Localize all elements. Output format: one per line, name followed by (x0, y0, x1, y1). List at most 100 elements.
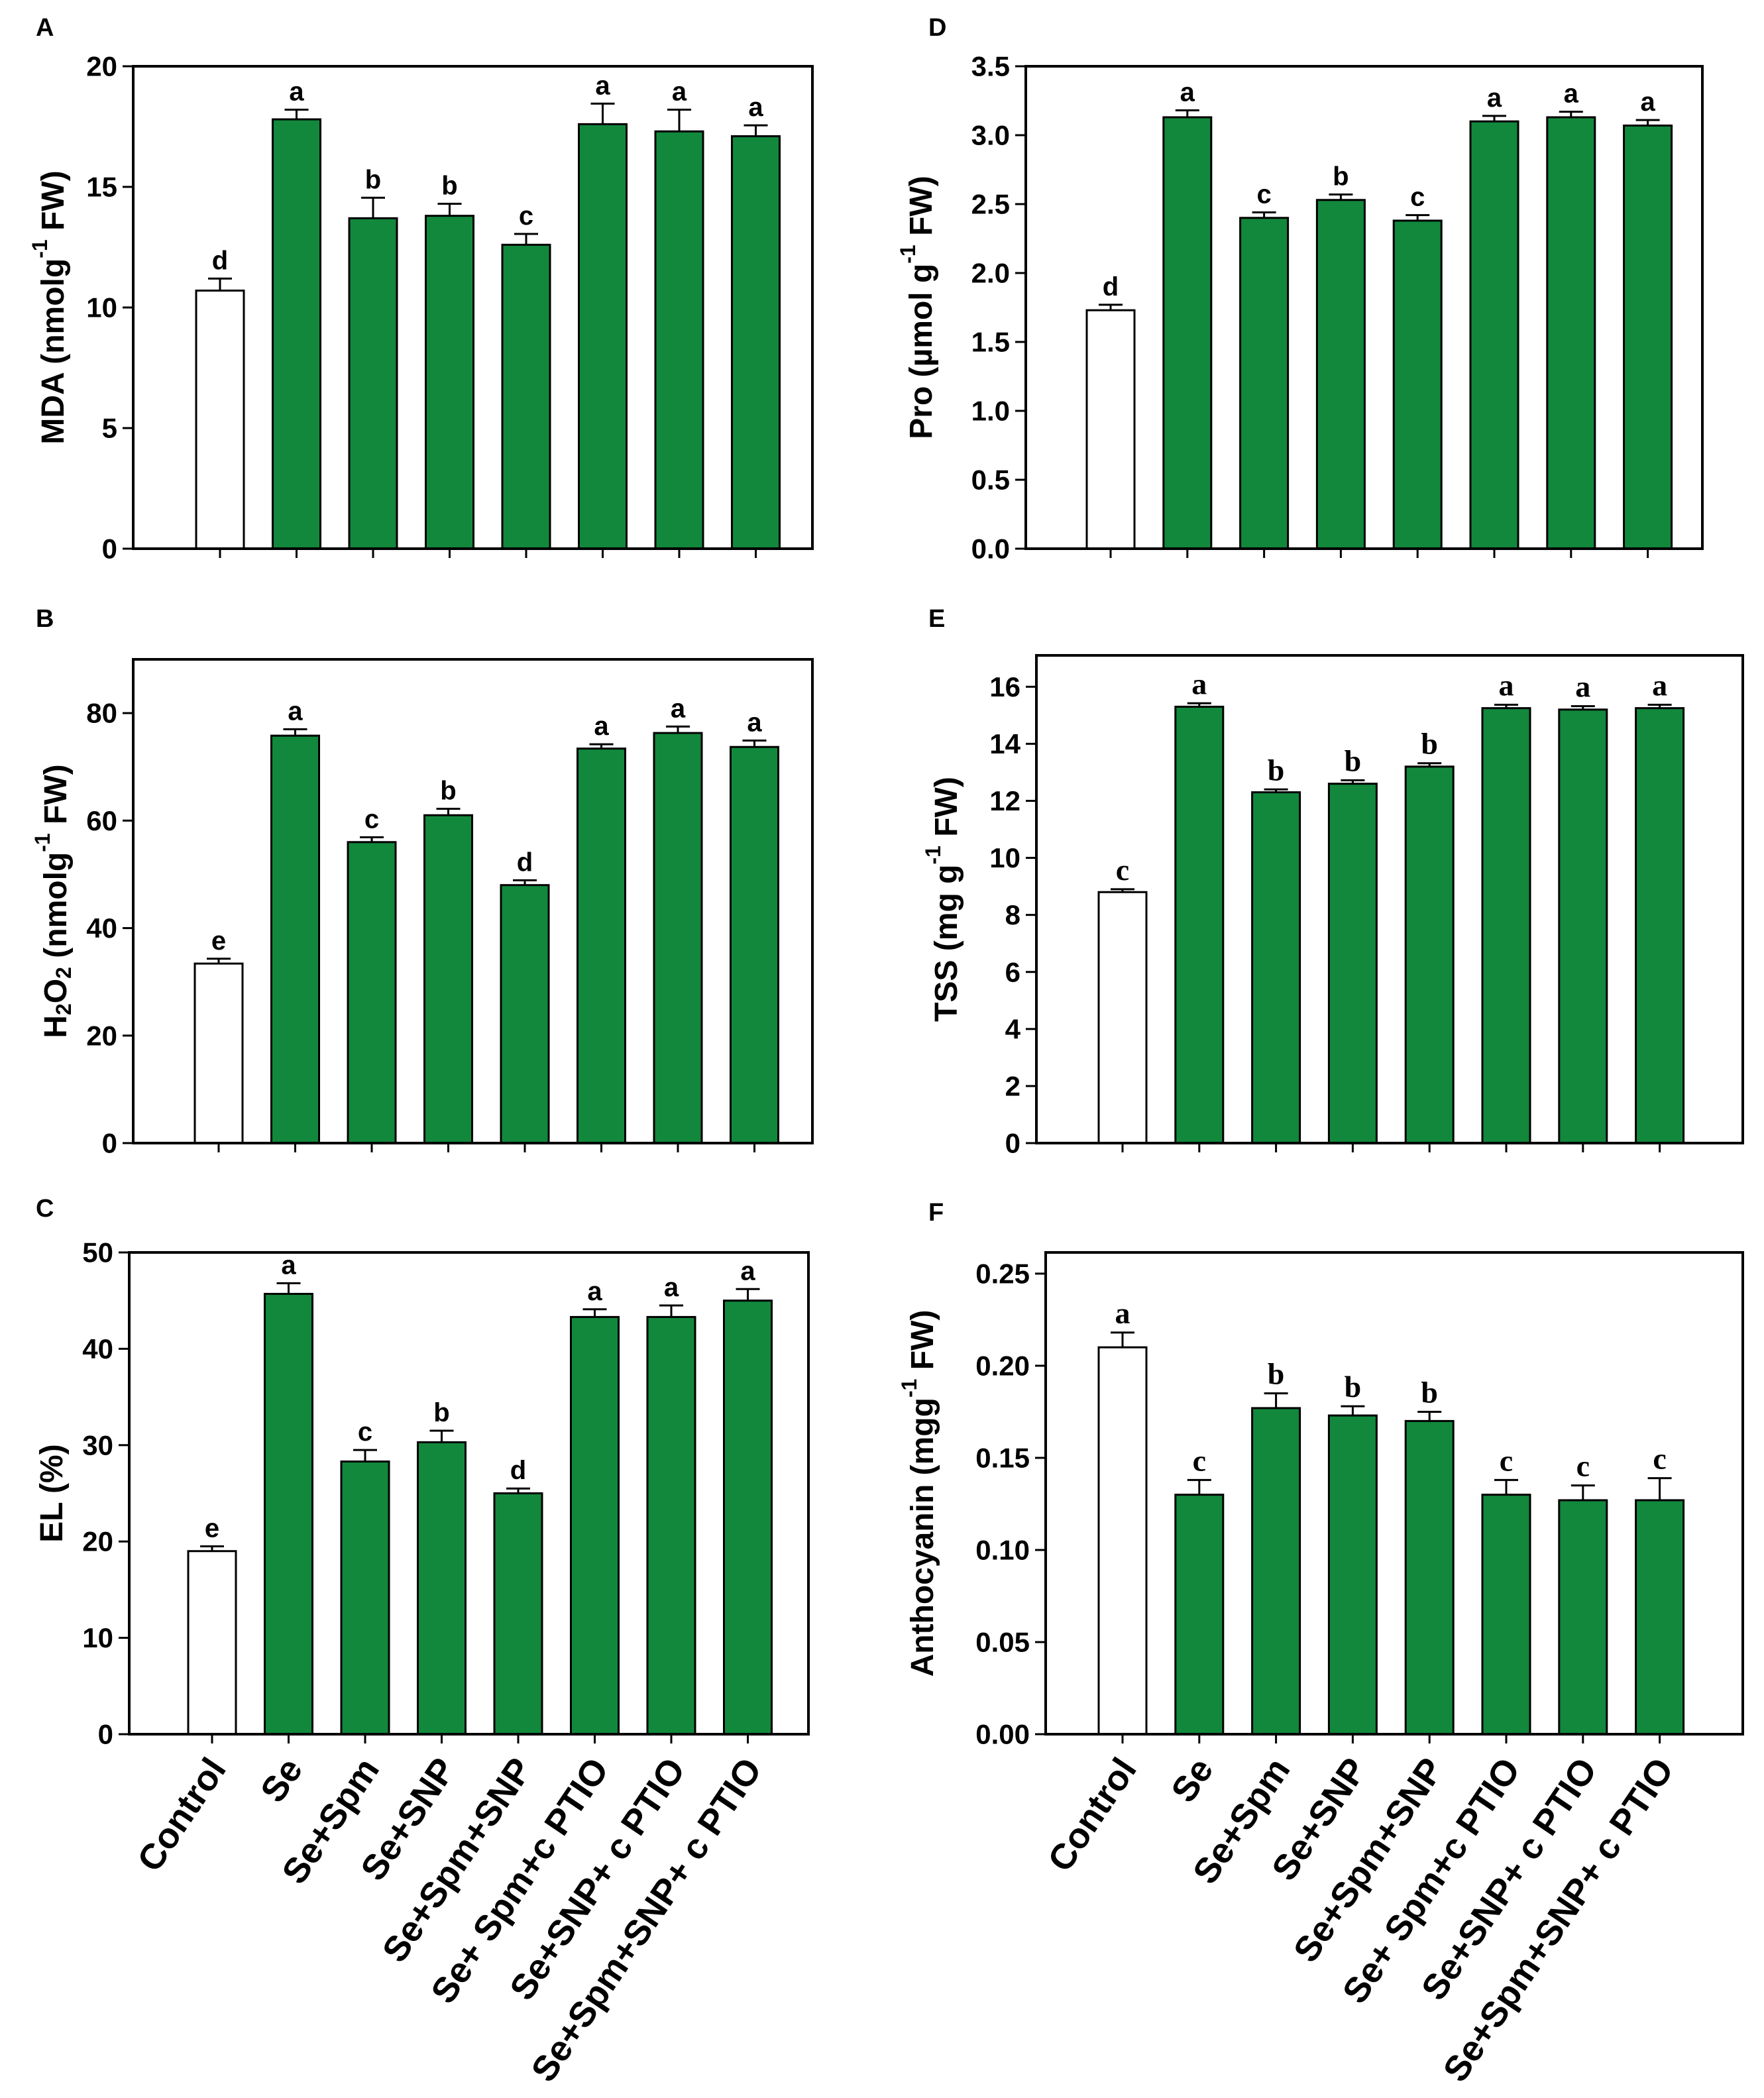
panel-d-y-tick-label-4: 1.5 (971, 327, 1010, 358)
panel-b-y-axis-label-part-5: (nmolg (38, 852, 74, 967)
panel-a-y-axis-label: MDA (nmolg-1 FW) (28, 170, 71, 444)
panel-e-significance-letter-5: b (1421, 727, 1438, 761)
panel-b-y-axis-label-part-6: -1 (30, 833, 54, 852)
panel-d-significance-letter-7: a (1564, 80, 1579, 109)
panel-b-error-bar-5 (513, 879, 537, 885)
panel-a-significance-letter-5: c (519, 201, 533, 231)
panel-b-error-bar-4 (436, 807, 461, 816)
panel-b-y-axis-label-part-1: H (38, 1015, 74, 1038)
panel-c-y-tick-label-6: 50 (82, 1237, 113, 1268)
panel-d-y-axis-label-part-3: FW) (904, 176, 939, 245)
panel-b-error-bar-8 (742, 739, 767, 747)
panel-d-y-tick-label-2: 0.5 (971, 465, 1010, 496)
panel-e-label: E (928, 605, 945, 633)
panel-f-bar-5 (1404, 1419, 1455, 1736)
panel-b-y-tick-label-1: 0 (102, 1128, 117, 1159)
panel-a-significance-letter-8: a (748, 93, 763, 122)
panel-e-error-bar-5 (1417, 762, 1442, 767)
panel-f-significance-letter-3: b (1268, 1357, 1285, 1391)
panel-a-significance-letter-6: a (595, 71, 610, 100)
panel-b-y-axis-label: H2O2 (nmolg-1 FW) (30, 764, 76, 1038)
panel-a-bar-7 (654, 130, 704, 550)
panel-f-y-tick-label-3: 0.10 (975, 1534, 1030, 1565)
panel-c-error-bar-6 (582, 1308, 607, 1317)
panel-e-bar-7 (1558, 708, 1608, 1144)
panel-c-significance-letter-6: a (587, 1277, 602, 1306)
panel-c-error-bar-4 (429, 1429, 454, 1443)
panel-c-error-bar-8 (736, 1288, 760, 1301)
panel-c-bar-8 (723, 1299, 773, 1736)
panel-b-y-tick-label-4: 60 (86, 805, 117, 836)
panel-f-y-tick-label-2: 0.05 (975, 1626, 1030, 1657)
panel-f-y-tick-label-4: 0.15 (975, 1442, 1030, 1473)
panel-f-significance-letter-5: b (1421, 1375, 1438, 1409)
panel-a-error-bar-4 (437, 202, 462, 216)
panel-a-significance-letter-4: b (441, 171, 457, 200)
panel-e-error-bar-2 (1187, 702, 1211, 707)
panel-e-y-tick-label-1: 0 (1005, 1128, 1020, 1159)
panel-d-bar-4 (1315, 199, 1366, 550)
panel-f-significance-letter-1: a (1115, 1296, 1130, 1330)
panel-a-bar-3 (348, 217, 398, 550)
panel-d-y-tick-label-8: 3.5 (971, 51, 1010, 82)
panel-a-error-bar-6 (590, 102, 615, 125)
panel-d-error-bar-7 (1559, 111, 1583, 117)
panel-f-y-axis-label-part-3: FW) (905, 1310, 940, 1379)
panel-c-plot-frame (128, 1251, 810, 1736)
panel-d-error-bar-2 (1175, 109, 1199, 117)
panel-e-bar-2 (1174, 705, 1225, 1144)
panel-c-significance-letter-3: c (358, 1417, 372, 1447)
panel-b-error-bar-7 (666, 725, 690, 734)
panel-d-significance-letter-2: a (1180, 78, 1195, 107)
panel-e-y-tick-label-6: 10 (989, 842, 1020, 873)
panel-d-y-axis-label: Pro (µmol g-1 FW) (896, 176, 939, 439)
panel-a: d a b b c a a a 0 5 10 15 20 MDA (nmolg-1 FW) A (28, 14, 814, 565)
panel-b-significance-letter-6: a (594, 712, 609, 741)
panel-b-bar-5 (500, 884, 550, 1144)
panel-c-error-bar-1 (200, 1545, 224, 1551)
panel-e-y-tick-label-5: 8 (1005, 899, 1020, 930)
panel-e: c a b b b a a a 0 2 4 6 8 10 12 14 16 TSS (mg g-1 FW) E (921, 605, 1744, 1159)
panel-c-y-tick-label-1: 0 (98, 1719, 113, 1750)
panel-f-bar-1 (1097, 1346, 1148, 1736)
panel-c-bar-3 (340, 1461, 390, 1736)
panel-d-y-tick-label-6: 2.5 (971, 189, 1010, 220)
panel-d-significance-letter-8: a (1640, 87, 1655, 117)
panel-a-error-bar-1 (208, 277, 232, 291)
panel-a-y-axis-label-part-2: -1 (28, 239, 52, 258)
panel-e-error-bar-7 (1571, 705, 1595, 710)
panel-a-error-bar-8 (744, 124, 768, 137)
panel-e-significance-letter-8: a (1652, 668, 1667, 702)
panel-c-bar-7 (646, 1315, 696, 1736)
panel-d-bar-6 (1469, 120, 1519, 550)
panel-b-y-tick-label-2: 20 (86, 1020, 117, 1051)
panel-e-y-axis-label-part-2: -1 (921, 846, 945, 864)
panel-f-y-tick-label-6: 0.25 (975, 1258, 1030, 1289)
panel-c-significance-letter-7: a (664, 1273, 679, 1302)
panel-b-significance-letter-4: b (440, 776, 456, 805)
panel-c-error-bar-2 (276, 1282, 301, 1294)
panel-c-error-bar-7 (659, 1304, 683, 1317)
panel-d-significance-letter-6: a (1487, 83, 1502, 113)
panel-c-bar-5 (493, 1492, 543, 1736)
panel-c-bar-6 (570, 1315, 620, 1736)
panel-b-y-axis-label-part-3: O (38, 979, 74, 1003)
panel-d-error-bar-1 (1099, 304, 1123, 311)
panel-f-significance-letter-7: c (1576, 1449, 1590, 1483)
panel-e-significance-letter-7: a (1575, 670, 1590, 704)
panel-e-y-tick-label-2: 2 (1005, 1070, 1020, 1101)
panel-b-bar-4 (423, 814, 473, 1144)
panel-d-significance-letter-3: c (1256, 180, 1271, 209)
panel-b-significance-letter-5: d (517, 848, 533, 877)
panel-f-significance-letter-8: c (1653, 1442, 1666, 1476)
panel-a-significance-letter-7: a (672, 78, 687, 107)
panel-b-y-axis-label-part-4: 2 (52, 967, 76, 979)
panel-b-error-bar-2 (283, 728, 307, 736)
panel-c-significance-letter-8: a (740, 1256, 755, 1286)
panel-e-significance-letter-2: a (1191, 667, 1207, 700)
panel-f-y-tick-label-5: 0.20 (975, 1350, 1030, 1381)
panel-b-label: B (36, 605, 54, 633)
panel-a-significance-letter-2: a (289, 78, 304, 107)
panel-a-y-axis-label-part-1: MDA (nmolg (36, 258, 71, 445)
panel-a-error-bar-3 (361, 196, 385, 219)
